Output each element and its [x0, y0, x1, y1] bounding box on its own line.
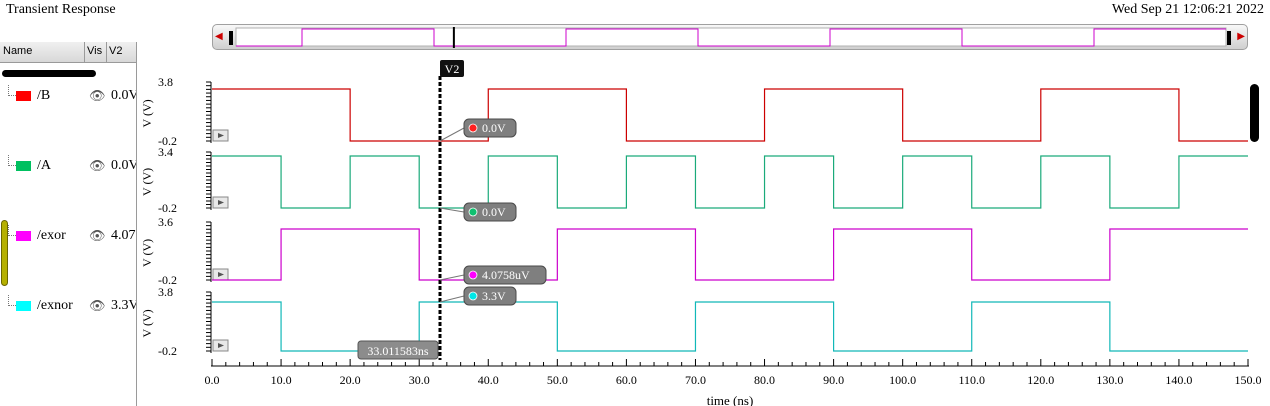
cursor-time-label: 33.011583ns	[367, 344, 429, 358]
signal-value: 4.07	[111, 228, 136, 243]
marker-dot	[468, 291, 478, 301]
signal-row-a[interactable]: /A 👁 0.0V	[0, 155, 136, 179]
marker-dot	[468, 270, 478, 280]
overview-trace	[236, 28, 1226, 47]
x-axis-label: time (ns)	[707, 393, 754, 406]
x-tick-label: 30.0	[409, 373, 430, 387]
x-tick-label: 50.0	[547, 373, 568, 387]
overview-right-grip	[1227, 31, 1231, 45]
waveform-exnor	[212, 301, 1248, 352]
marker-leader	[439, 207, 465, 213]
selection-bar[interactable]	[2, 70, 96, 77]
signal-list-header: Name Vis V2	[0, 42, 136, 63]
marker-value: 4.0758uV	[482, 268, 530, 282]
signal-name: /B	[37, 88, 51, 103]
x-tick-label: 10.0	[271, 373, 292, 387]
marker-box	[463, 118, 517, 138]
x-tick-label: 150.0	[1235, 373, 1262, 387]
y-axis-label: V (V)	[140, 99, 154, 127]
marker-value: 3.3V	[482, 289, 506, 303]
y-axis-label: V (V)	[140, 309, 154, 337]
waveform-B	[212, 88, 1248, 142]
color-swatch-b[interactable]	[16, 91, 31, 101]
strip-resize-handle[interactable]	[1250, 84, 1259, 142]
play-icon	[218, 200, 224, 205]
signal-name: /exor	[37, 228, 66, 243]
tree-connector	[8, 295, 16, 306]
scroll-left-arrow-icon[interactable]: ◀	[215, 31, 223, 42]
x-tick-label: 100.0	[889, 373, 916, 387]
overview-window	[235, 27, 1227, 47]
y-min-label: -0.2	[158, 273, 177, 287]
marker-dot	[468, 207, 478, 217]
y-axis-label: V (V)	[140, 239, 154, 267]
eye-icon[interactable]: 👁	[89, 158, 106, 173]
marker-leader	[439, 274, 465, 281]
signal-name: /exnor	[37, 298, 73, 313]
tree-connector	[8, 155, 16, 166]
x-tick-label: 80.0	[754, 373, 775, 387]
play-icon	[218, 133, 224, 138]
y-min-label: -0.2	[158, 134, 177, 148]
color-swatch-a[interactable]	[16, 161, 31, 171]
y-min-label: -0.2	[158, 344, 177, 358]
column-name[interactable]: Name	[3, 45, 33, 57]
x-tick-label: 130.0	[1096, 373, 1123, 387]
column-vis[interactable]: Vis	[87, 45, 103, 57]
play-icon	[218, 343, 224, 348]
signal-value: 3.3V	[111, 298, 136, 313]
x-tick-label: 40.0	[478, 373, 499, 387]
signal-list-panel: Name Vis V2 /B 👁 0.0V /A 👁 0.0V /exor 👁 …	[0, 42, 137, 406]
signal-row-exor[interactable]: /exor 👁 4.07	[0, 225, 136, 249]
y-max-label: 3.8	[158, 75, 173, 89]
signal-row-b[interactable]: /B 👁 0.0V	[0, 85, 136, 109]
play-icon	[218, 272, 224, 277]
eye-icon[interactable]: 👁	[89, 228, 106, 243]
tree-connector	[8, 85, 16, 96]
marker-dot	[468, 123, 478, 133]
x-tick-label: 20.0	[340, 373, 361, 387]
cursor-name: V2	[445, 62, 460, 76]
scroll-right-arrow-icon[interactable]: ▶	[1237, 31, 1245, 42]
color-swatch-exor[interactable]	[16, 231, 31, 241]
tree-connector	[8, 225, 16, 236]
window-title: Transient Response	[6, 2, 116, 17]
y-max-label: 3.8	[158, 285, 173, 299]
overview-left-grip	[229, 31, 233, 45]
waveform-A	[212, 155, 1248, 209]
x-tick-label: 90.0	[823, 373, 844, 387]
marker-leader	[439, 295, 465, 303]
y-max-label: 3.4	[158, 145, 173, 159]
marker-box	[463, 265, 547, 285]
marker-box	[463, 202, 517, 222]
marker-leader	[439, 127, 465, 142]
cursor-time-box	[357, 340, 439, 360]
signal-value: 0.0V	[111, 88, 136, 103]
y-min-label: -0.2	[158, 201, 177, 215]
timestamp: Wed Sep 21 12:06:21 2022	[1111, 2, 1264, 17]
y-max-label: 3.6	[158, 215, 173, 229]
eye-icon[interactable]: 👁	[89, 88, 106, 103]
x-tick-label: 120.0	[1027, 373, 1054, 387]
marker-value: 0.0V	[482, 205, 506, 219]
signal-name: /A	[37, 158, 51, 173]
marker-box	[463, 286, 517, 306]
x-tick-label: 0.0	[205, 373, 220, 387]
x-tick-label: 140.0	[1165, 373, 1192, 387]
cursor-tag	[440, 60, 464, 77]
group-selection-bar[interactable]	[1, 220, 8, 286]
signal-value: 0.0V	[111, 158, 136, 173]
y-axis-label: V (V)	[140, 168, 154, 196]
x-tick-label: 110.0	[958, 373, 985, 387]
signal-row-exnor[interactable]: /exnor 👁 3.3V	[0, 295, 136, 319]
waveform-exor	[212, 228, 1248, 281]
color-swatch-exnor[interactable]	[16, 301, 31, 311]
eye-icon[interactable]: 👁	[89, 298, 106, 313]
x-tick-label: 60.0	[616, 373, 637, 387]
marker-value: 0.0V	[482, 121, 506, 135]
column-v2[interactable]: V2	[109, 45, 123, 57]
x-tick-label: 70.0	[685, 373, 706, 387]
